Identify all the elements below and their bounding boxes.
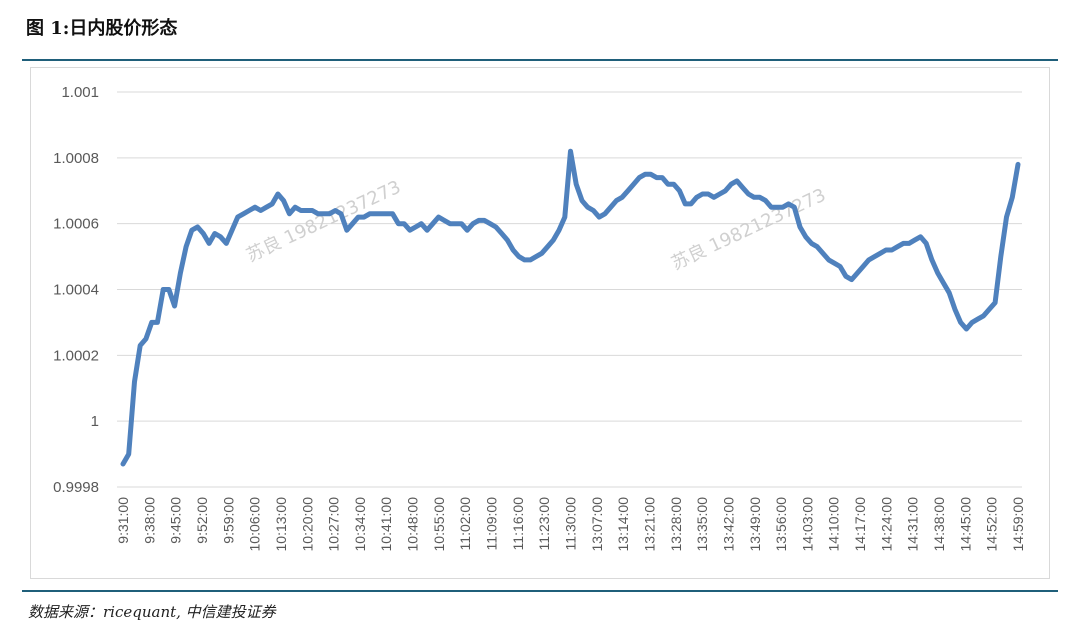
x-tick-label: 14:24:00: [878, 497, 894, 552]
y-tick-label: 1.001: [61, 84, 99, 101]
figure-title: 图 1:日内股价形态: [26, 18, 178, 39]
x-tick-label: 11:02:00: [457, 497, 473, 551]
x-tick-label: 11:23:00: [536, 497, 552, 551]
x-tick-label: 13:35:00: [694, 497, 710, 552]
y-tick-label: 1.0006: [53, 216, 99, 233]
x-tick-label: 14:45:00: [957, 497, 973, 552]
series-line: [120, 148, 1021, 467]
x-tick-label: 11:09:00: [484, 497, 500, 551]
x-tick-label: 9:45:00: [168, 497, 184, 544]
x-tick-label: 10:48:00: [405, 497, 421, 552]
line-chart: 苏良 19821237273 苏良 19821237273 1.001 1.0008…: [53, 84, 1026, 552]
watermark-text: 苏良 19821237273: [668, 185, 829, 275]
x-tick-label: 13:42:00: [720, 497, 736, 552]
x-tick-label: 10:13:00: [273, 497, 289, 552]
y-axis-tick-labels: 1.001 1.0008 1.0006 1.0004 1.0002 1 0.9998: [53, 84, 99, 496]
bottom-rule: [22, 590, 1058, 592]
x-tick-label: 13:14:00: [615, 497, 631, 552]
y-tick-label: 1.0008: [53, 150, 99, 167]
source-note: 数据来源：ricequant, 中信建投证券: [28, 603, 276, 621]
x-tick-label: 10:34:00: [352, 497, 368, 552]
x-tick-label: 14:31:00: [905, 497, 921, 552]
x-axis-tick-labels: 9:31:00 9:38:00 9:45:00 9:52:00 9:59:00 10:06…: [115, 497, 1026, 552]
x-tick-label: 13:49:00: [747, 497, 763, 552]
x-tick-label: 13:07:00: [589, 497, 605, 552]
y-tick-label: 0.9998: [53, 479, 99, 496]
watermark: 苏良 19821237273 苏良 19821237273: [243, 177, 829, 275]
x-tick-label: 9:31:00: [115, 497, 131, 544]
x-tick-label: 10:41:00: [378, 497, 394, 552]
x-tick-label: 9:59:00: [220, 497, 236, 544]
x-tick-label: 13:56:00: [773, 497, 789, 552]
x-tick-label: 14:03:00: [799, 497, 815, 552]
x-tick-label: 14:10:00: [826, 497, 842, 552]
x-tick-label: 10:06:00: [247, 497, 263, 552]
x-tick-label: 13:21:00: [641, 497, 657, 552]
y-tick-label: 1.0004: [53, 282, 99, 299]
y-tick-label: 1.0002: [53, 347, 99, 364]
x-tick-label: 11:30:00: [563, 497, 579, 551]
x-tick-label: 14:38:00: [931, 497, 947, 552]
chart-frame: [30, 67, 1050, 579]
x-tick-label: 10:20:00: [299, 497, 315, 552]
x-tick-label: 9:52:00: [194, 497, 210, 544]
y-tick-label: 1: [91, 413, 99, 430]
x-tick-label: 14:17:00: [852, 497, 868, 552]
watermark-text: 苏良 19821237273: [243, 177, 404, 267]
x-tick-label: 10:55:00: [431, 497, 447, 552]
x-tick-label: 11:16:00: [510, 497, 526, 551]
x-tick-label: 14:59:00: [1010, 497, 1026, 552]
x-tick-label: 10:27:00: [326, 497, 342, 552]
x-tick-label: 13:28:00: [668, 497, 684, 552]
top-rule: [22, 59, 1058, 61]
x-tick-label: 14:52:00: [984, 497, 1000, 552]
x-tick-label: 9:38:00: [141, 497, 157, 544]
gridlines: [117, 91, 1022, 488]
